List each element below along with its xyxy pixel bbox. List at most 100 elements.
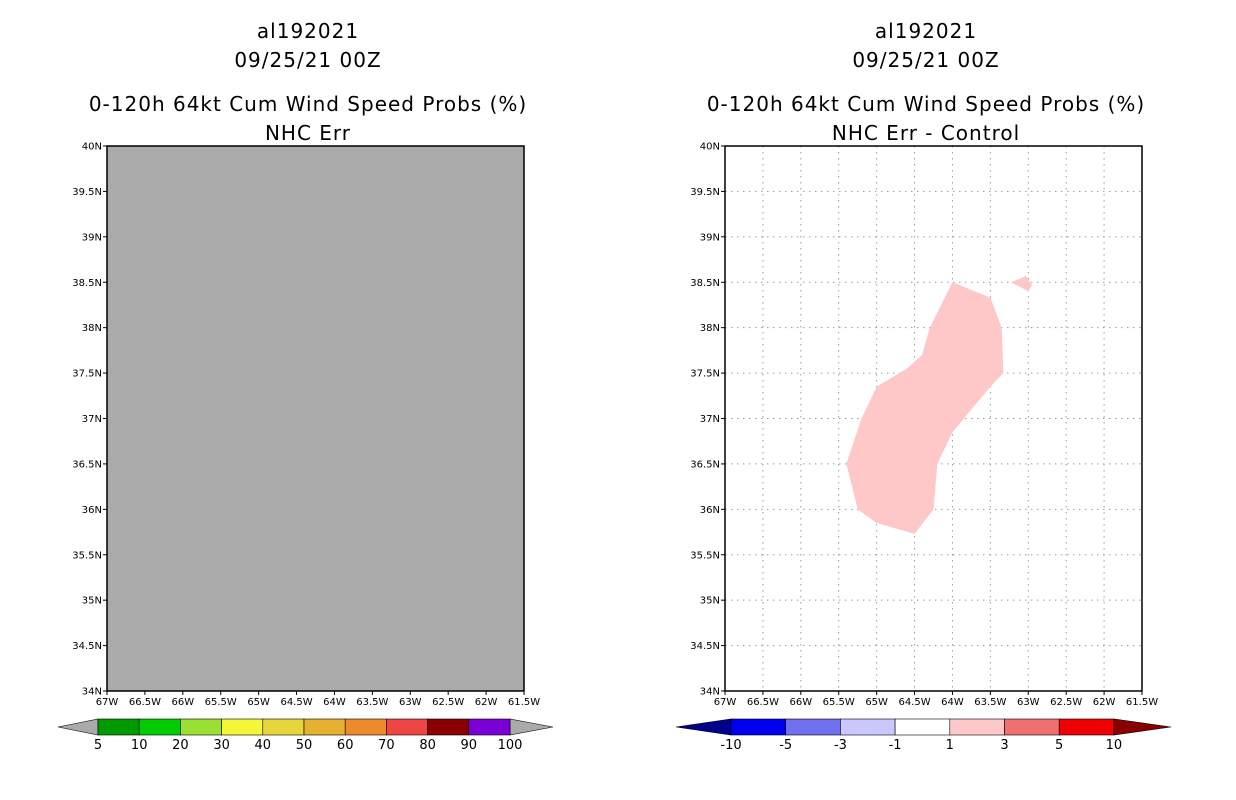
x-tick-label: 64.5W <box>280 697 312 708</box>
colorbar-swatch <box>468 718 511 736</box>
x-tick-label: 66W <box>790 697 813 708</box>
x-tick-label: 64W <box>323 697 346 708</box>
colorbar-label: -5 <box>779 738 792 753</box>
colorbar-swatch <box>138 718 181 736</box>
colorbar-label: -1 <box>889 738 902 753</box>
right-panel: al192021 09/25/21 00Z 0-120h 64kt Cum Wi… <box>675 19 1172 753</box>
y-tick-label: 38N <box>82 323 102 334</box>
colorbar-label: 20 <box>172 738 189 753</box>
colorbar-label: -10 <box>720 738 741 753</box>
left-x-axis: 67W 66.5W 66W 65.5W 65W 64.5W 64W 63.5W 63W 62.5W… <box>96 691 540 708</box>
x-tick-label: 64.5W <box>898 697 930 708</box>
colorbar-swatch <box>180 718 222 736</box>
right-title-line-1: al192021 <box>875 19 977 43</box>
x-tick-label: 62W <box>1093 697 1116 708</box>
colorbar-label: 5 <box>94 738 102 753</box>
y-tick-label: 35N <box>700 596 720 607</box>
colorbar-swatch <box>303 718 346 736</box>
colorbar-swatch <box>730 718 787 736</box>
x-tick-label: 62.5W <box>1050 697 1082 708</box>
x-tick-label: 66W <box>172 697 195 708</box>
colorbar-swatch <box>427 718 470 736</box>
y-tick-label: 36.5N <box>72 459 102 470</box>
right-y-axis: 34N 34.5N 35N 35.5N 36N 36.5N 37N 37.5N 38N 38.5N… <box>690 142 725 698</box>
colorbar-label: 60 <box>337 738 354 753</box>
x-tick-label: 62W <box>475 697 498 708</box>
colorbar-label: 40 <box>255 738 272 753</box>
right-title-line-2: 09/25/21 00Z <box>852 48 999 72</box>
colorbar-label: 1 <box>946 738 954 753</box>
left-y-axis: 34N 34.5N 35N 35.5N 36N 36.5N 37N 37.5N 38N 38.5N… <box>72 142 107 698</box>
x-tick-label: 63W <box>1017 697 1040 708</box>
y-tick-label: 36.5N <box>690 459 720 470</box>
colorbar-label: 100 <box>498 738 523 753</box>
colorbar-swatch <box>221 718 264 736</box>
y-tick-label: 37.5N <box>690 369 720 380</box>
left-panel: al192021 09/25/21 00Z 0-120h 64kt Cum Wi… <box>57 19 554 753</box>
colorbar-low-arrow <box>57 718 99 736</box>
colorbar-label: 80 <box>419 738 436 753</box>
x-tick-label: 67W <box>96 697 119 708</box>
y-tick-label: 39.5N <box>690 187 720 198</box>
colorbar-label: 30 <box>213 738 230 753</box>
x-tick-label: 61.5W <box>508 697 540 708</box>
x-tick-label: 63W <box>399 697 422 708</box>
y-tick-label: 36N <box>700 505 720 516</box>
colorbar-label: 90 <box>461 738 478 753</box>
y-tick-label: 37.5N <box>72 369 102 380</box>
x-tick-label: 63.5W <box>356 697 388 708</box>
y-tick-label: 37N <box>82 414 102 425</box>
y-tick-label: 38.5N <box>690 278 720 289</box>
colorbar-swatch <box>840 718 896 736</box>
y-tick-label: 35N <box>82 596 102 607</box>
colorbar-swatch <box>344 718 387 736</box>
y-tick-label: 40N <box>700 142 720 153</box>
x-tick-label: 67W <box>714 697 737 708</box>
x-tick-label: 64W <box>941 697 964 708</box>
left-title-line-2: 09/25/21 00Z <box>234 48 381 72</box>
colorbar-label: 3 <box>1000 738 1008 753</box>
colorbar-label: 10 <box>131 738 148 753</box>
y-tick-label: 35.5N <box>72 550 102 561</box>
colorbar-swatch <box>386 718 428 736</box>
colorbar-swatch <box>1058 718 1115 736</box>
right-title-line-4: NHC Err - Control <box>832 121 1020 145</box>
left-title-line-4: NHC Err <box>265 121 351 145</box>
x-tick-label: 65W <box>247 697 270 708</box>
left-map-background <box>107 146 524 691</box>
x-tick-label: 61.5W <box>1126 697 1158 708</box>
colorbar-swatch <box>785 718 841 736</box>
y-tick-label: 39.5N <box>72 187 102 198</box>
y-tick-label: 34N <box>700 687 720 698</box>
y-tick-label: 34.5N <box>690 641 720 652</box>
contour-region <box>1010 275 1033 292</box>
colorbar-swatch <box>894 718 951 736</box>
right-regions <box>846 275 1033 534</box>
colorbar-low-arrow <box>675 718 732 736</box>
colorbar-label: 70 <box>378 738 395 753</box>
y-tick-label: 37N <box>700 414 720 425</box>
right-colorbar: -10 -5 -3 -1 1 3 5 10 <box>675 718 1172 753</box>
colorbar-label: 5 <box>1055 738 1063 753</box>
right-grid <box>725 146 1142 691</box>
contour-region <box>846 282 1004 534</box>
x-tick-label: 62.5W <box>432 697 464 708</box>
x-tick-label: 66.5W <box>129 697 161 708</box>
x-tick-label: 65.5W <box>823 697 855 708</box>
colorbar-label: 50 <box>296 738 313 753</box>
left-title-line-1: al192021 <box>257 19 359 43</box>
left-title-line-3: 0-120h 64kt Cum Wind Speed Probs (%) <box>89 92 527 116</box>
x-tick-label: 65.5W <box>205 697 237 708</box>
colorbar-swatch <box>97 718 140 736</box>
right-x-axis: 67W 66.5W 66W 65.5W 65W 64.5W 64W 63.5W 63W 62.5W… <box>714 691 1158 708</box>
x-tick-label: 66.5W <box>747 697 779 708</box>
right-title-line-3: 0-120h 64kt Cum Wind Speed Probs (%) <box>707 92 1145 116</box>
colorbar-high-arrow <box>1113 718 1172 736</box>
y-tick-label: 35.5N <box>690 550 720 561</box>
y-tick-label: 34.5N <box>72 641 102 652</box>
left-colorbar: 5 10 20 30 40 50 60 70 80 90 100 <box>57 718 554 753</box>
colorbar-swatch <box>1004 718 1060 736</box>
y-tick-label: 39N <box>700 232 720 243</box>
colorbar-swatch <box>262 718 305 736</box>
